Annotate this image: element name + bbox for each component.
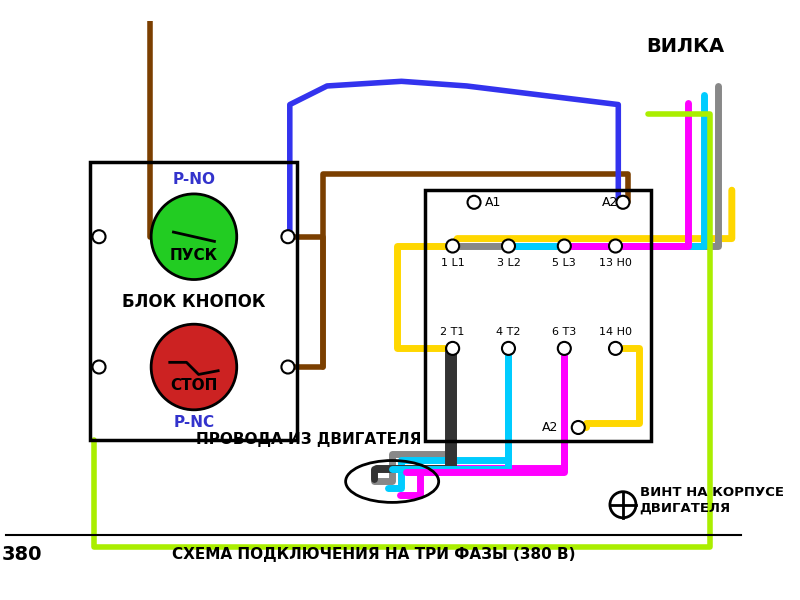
Circle shape	[610, 492, 636, 518]
Circle shape	[609, 342, 622, 355]
Text: 6 T3: 6 T3	[552, 326, 577, 337]
Text: 380: 380	[2, 545, 42, 563]
Circle shape	[502, 342, 515, 355]
Text: 5 L3: 5 L3	[553, 258, 576, 268]
Text: A2: A2	[602, 196, 618, 209]
Circle shape	[93, 230, 106, 243]
Text: ВИНТ НА КОРПУСЕ
ДВИГАТЕЛЯ: ВИНТ НА КОРПУСЕ ДВИГАТЕЛЯ	[640, 486, 784, 514]
Circle shape	[467, 196, 481, 209]
Circle shape	[446, 239, 459, 253]
Circle shape	[446, 342, 459, 355]
Text: 2 T1: 2 T1	[441, 326, 465, 337]
Text: ПУСК: ПУСК	[170, 248, 218, 263]
Bar	[90, 162, 298, 440]
Text: ПРОВОДА ИЗ ДВИГАТЕЛЯ: ПРОВОДА ИЗ ДВИГАТЕЛЯ	[196, 432, 421, 447]
Text: 14 H0: 14 H0	[599, 326, 632, 337]
Circle shape	[558, 342, 571, 355]
Circle shape	[151, 324, 237, 410]
Circle shape	[502, 239, 515, 253]
Text: A2: A2	[542, 421, 558, 434]
Text: БЛОК КНОПОК: БЛОК КНОПОК	[122, 293, 266, 311]
Text: СТОП: СТОП	[170, 378, 218, 393]
Circle shape	[282, 361, 294, 374]
Text: ВИЛКА: ВИЛКА	[646, 37, 724, 56]
Text: 1 L1: 1 L1	[441, 258, 465, 268]
Circle shape	[282, 230, 294, 243]
Text: 13 H0: 13 H0	[599, 258, 632, 268]
Text: СХЕМА ПОДКЛЮЧЕНИЯ НА ТРИ ФАЗЫ (380 В): СХЕМА ПОДКЛЮЧЕНИЯ НА ТРИ ФАЗЫ (380 В)	[172, 547, 575, 562]
Text: 3 L2: 3 L2	[497, 258, 521, 268]
Circle shape	[151, 194, 237, 280]
Circle shape	[572, 421, 585, 434]
Bar	[425, 190, 651, 442]
Circle shape	[558, 239, 571, 253]
Circle shape	[617, 196, 630, 209]
Text: 4 T2: 4 T2	[496, 326, 521, 337]
Circle shape	[609, 239, 622, 253]
Text: P-NO: P-NO	[173, 172, 215, 187]
Text: A1: A1	[486, 196, 502, 209]
Text: P-NC: P-NC	[174, 415, 214, 430]
Circle shape	[93, 361, 106, 374]
